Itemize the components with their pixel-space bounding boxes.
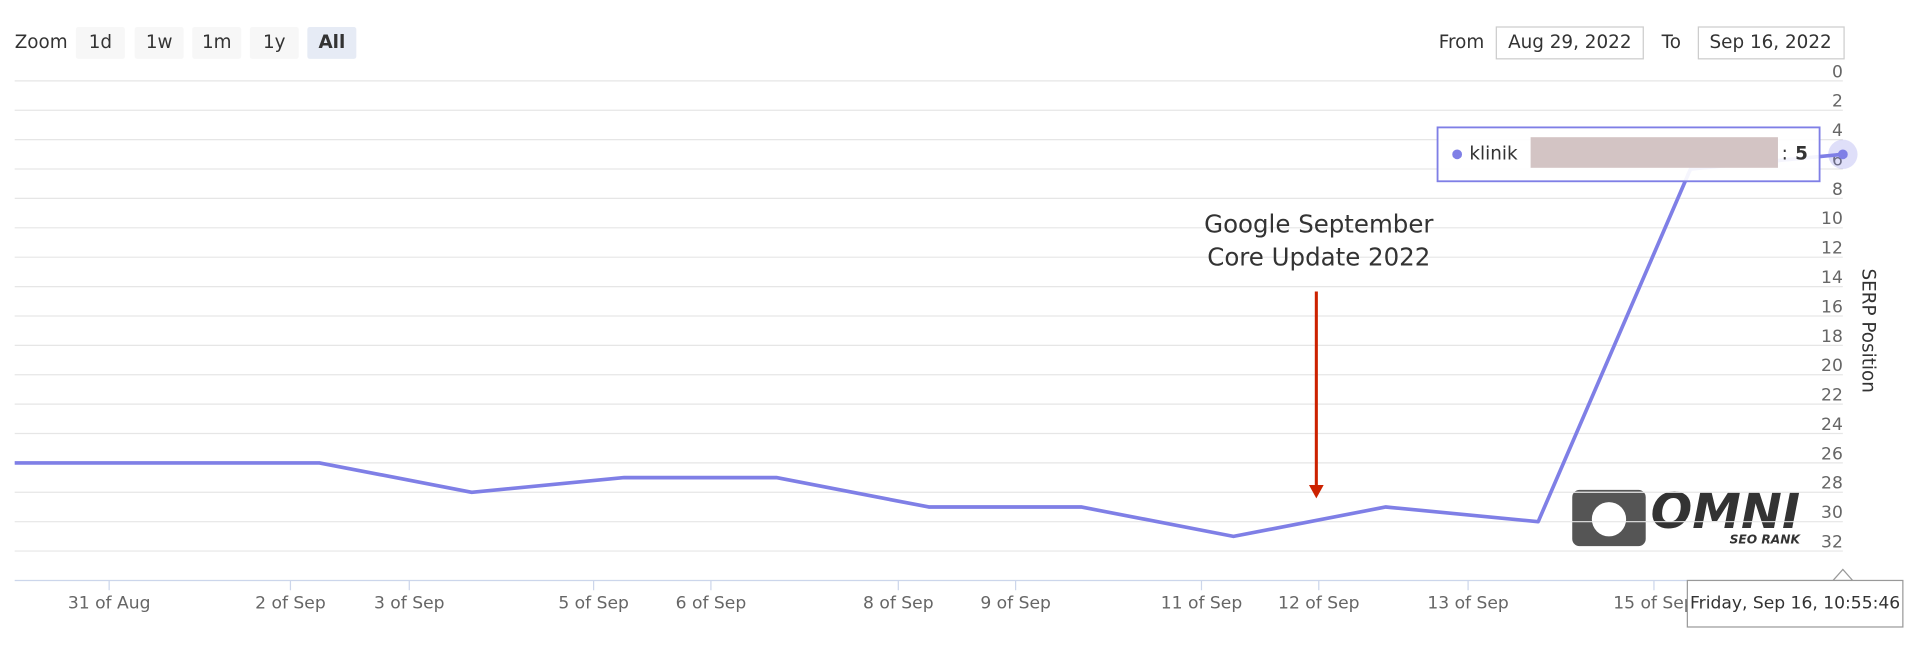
x-tick-label: 3 of Sep bbox=[374, 594, 445, 614]
y-axis-title: SERP Position bbox=[1857, 268, 1878, 392]
y-tick-label: 28 bbox=[1821, 474, 1843, 494]
x-tick-label: 31 of Aug bbox=[68, 594, 151, 614]
y-tick-label: 12 bbox=[1821, 239, 1843, 259]
y-tick-label: 20 bbox=[1821, 356, 1843, 376]
zoom-button bbox=[75, 26, 125, 59]
y-tick-label: 14 bbox=[1821, 268, 1843, 288]
tooltip-separator: : bbox=[1782, 143, 1788, 164]
y-tick-label: 2 bbox=[1832, 92, 1843, 112]
y-tick-label: 16 bbox=[1821, 297, 1843, 317]
y-tick-label: 6 bbox=[1832, 150, 1843, 170]
x-tick-label: 2 of Sep bbox=[255, 594, 326, 614]
logo-icon bbox=[1591, 502, 1627, 537]
to-label: To bbox=[1661, 32, 1681, 53]
from-date: Aug 29, 2022 bbox=[1508, 32, 1631, 53]
crosshair-label: Friday, Sep 16, 10:55:46 bbox=[1690, 594, 1900, 614]
zoom-button-label: 1d bbox=[89, 32, 112, 53]
tooltip-dot bbox=[1452, 149, 1463, 160]
zoom-button bbox=[192, 26, 242, 59]
crosshair-pointer bbox=[1831, 568, 1855, 582]
x-tick-label: 9 of Sep bbox=[980, 594, 1051, 614]
y-tick-label: 0 bbox=[1832, 62, 1843, 82]
x-tick-label: 15 of Sep bbox=[1613, 594, 1694, 614]
series-line bbox=[14, 152, 1844, 539]
zoom-button-label: All bbox=[318, 32, 345, 53]
y-tick-label: 8 bbox=[1832, 180, 1843, 200]
x-tick-label: 12 of Sep bbox=[1278, 594, 1359, 614]
x-tick-label: 8 of Sep bbox=[863, 594, 934, 614]
crosshair-label-box bbox=[1686, 579, 1904, 628]
x-tick-label: 11 of Sep bbox=[1161, 594, 1242, 614]
y-tick-label: 22 bbox=[1821, 386, 1843, 406]
from-input[interactable] bbox=[1495, 26, 1644, 60]
to-date: Sep 16, 2022 bbox=[1710, 32, 1832, 53]
y-tick-label: 24 bbox=[1821, 415, 1843, 435]
zoom-button-label: 1y bbox=[263, 32, 286, 53]
annotation-arrowhead bbox=[1308, 484, 1324, 499]
logo-title: OMNI bbox=[1651, 483, 1801, 540]
y-tick-label: 26 bbox=[1821, 444, 1843, 464]
tooltip-value: 5 bbox=[1795, 143, 1808, 164]
from-label: From bbox=[1439, 32, 1485, 53]
to-input[interactable] bbox=[1697, 26, 1845, 60]
logo-subtitle: SEO RANK bbox=[1730, 533, 1802, 547]
annotation-text: Core Update 2022 bbox=[1207, 242, 1430, 271]
zoom-button bbox=[249, 26, 299, 59]
x-tick-label: 13 of Sep bbox=[1427, 594, 1508, 614]
zoom-button-label: 1w bbox=[146, 32, 173, 53]
zoom-buttons: 1d 1w 1m 1y All bbox=[75, 26, 357, 59]
x-tick-label: 6 of Sep bbox=[676, 594, 747, 614]
tooltip-series: klinik bbox=[1469, 143, 1518, 164]
annotation-text: Google September bbox=[1204, 209, 1434, 238]
x-tick-label: 5 of Sep bbox=[558, 594, 629, 614]
zoom-button[interactable] bbox=[134, 26, 184, 59]
y-tick-label: 4 bbox=[1832, 121, 1843, 141]
redaction bbox=[1530, 137, 1778, 168]
y-tick-label: 10 bbox=[1821, 209, 1843, 229]
zoom-label: Zoom bbox=[15, 32, 68, 53]
y-tick-label: 18 bbox=[1821, 327, 1843, 347]
zoom-button-label: 1m bbox=[202, 32, 232, 53]
y-tick-label: 30 bbox=[1821, 503, 1843, 523]
zoom-button[interactable] bbox=[307, 26, 357, 59]
hover-point bbox=[1837, 149, 1848, 160]
y-tick-label: 32 bbox=[1821, 533, 1843, 553]
